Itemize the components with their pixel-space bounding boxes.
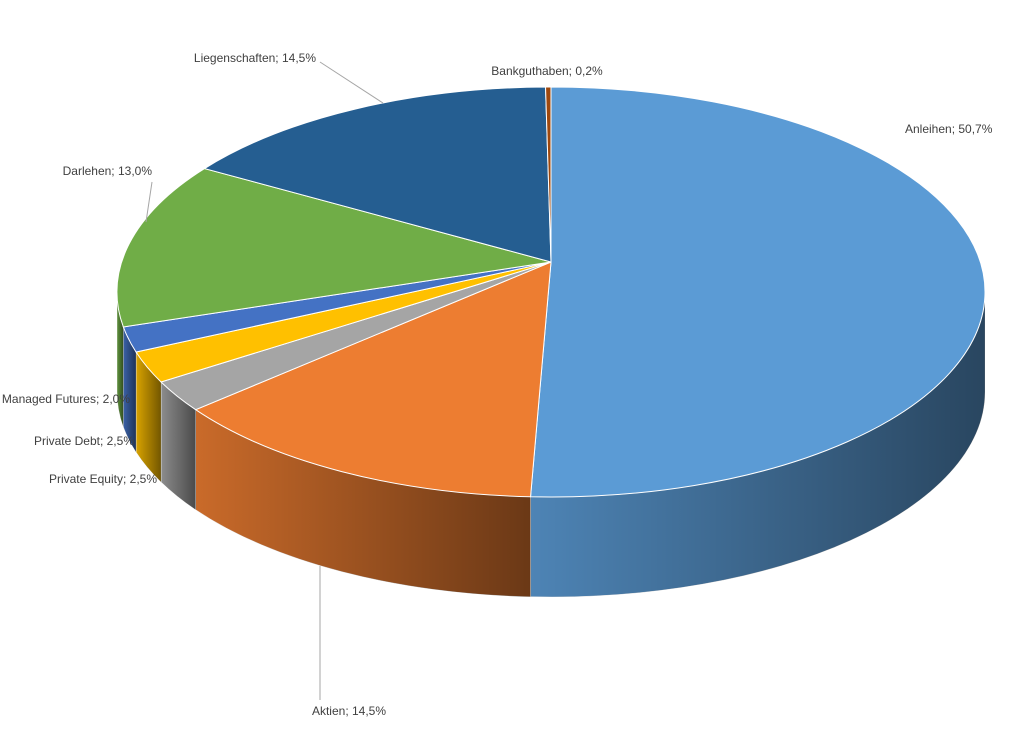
slice (545, 86, 552, 263)
slice-side-shade (123, 326, 137, 453)
data-label: Bankguthaben; 0,2% (491, 64, 603, 78)
slice-side-shade (161, 381, 196, 510)
slice (116, 168, 552, 328)
data-label: Private Debt; 2,5% (34, 434, 134, 448)
slice (529, 86, 986, 498)
data-label: Liegenschaften; 14,5% (194, 51, 316, 65)
slice-side-shade (195, 409, 531, 597)
data-label: Private Equity; 2,5% (49, 472, 157, 486)
data-labels: Anleihen; 50,7% Aktien; 14,5% Private Equi… (2, 51, 993, 718)
leader-line (145, 181, 153, 223)
pie-tops (116, 86, 986, 498)
slice (203, 86, 552, 263)
data-label: Anleihen; 50,7% (905, 122, 993, 136)
leader-line (319, 61, 384, 104)
data-label: Aktien; 14,5% (312, 704, 386, 718)
slice (194, 261, 552, 498)
pie-sides (116, 291, 986, 598)
slice-side-shade (530, 292, 985, 597)
slice-side-shade (117, 292, 124, 427)
data-label: Darlehen; 13,0% (63, 164, 153, 178)
data-label: Managed Futures; 2,0% (2, 392, 130, 406)
slice-side-shade (136, 352, 162, 482)
